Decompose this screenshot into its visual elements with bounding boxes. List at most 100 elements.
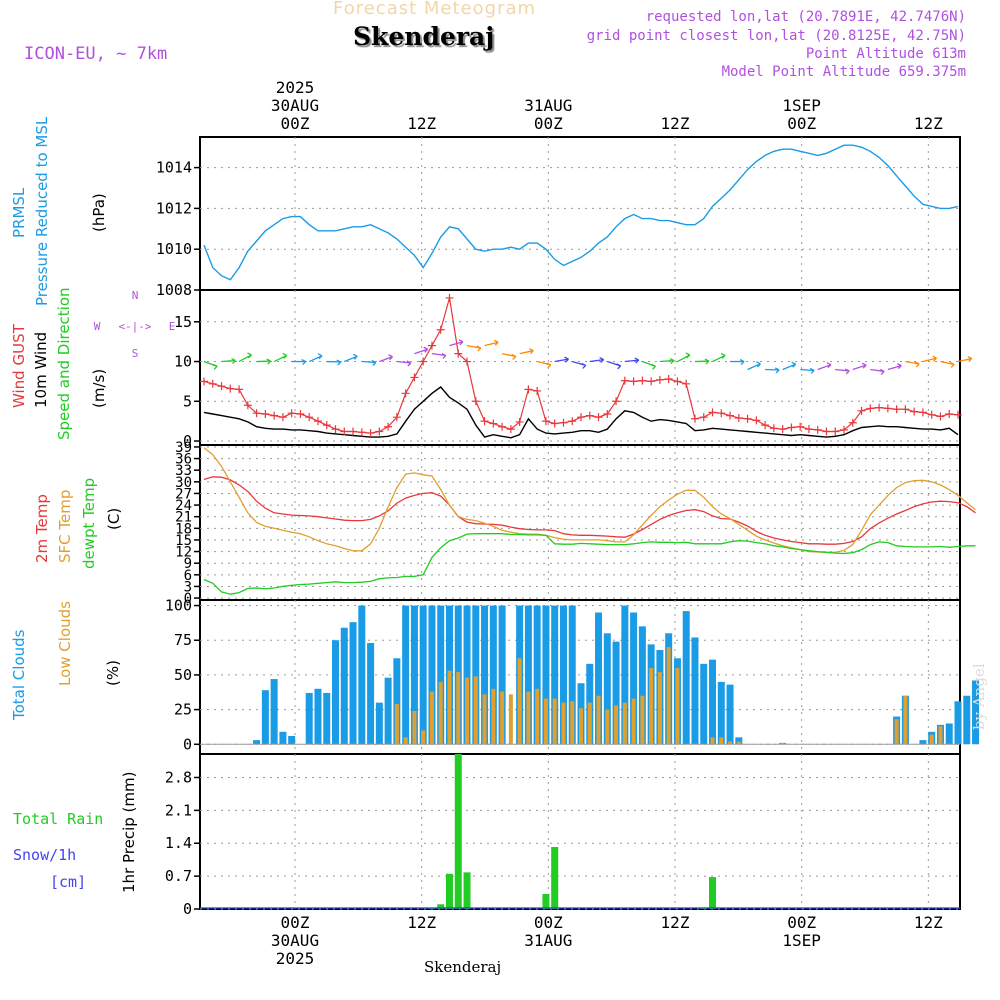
wind-arrow xyxy=(589,358,604,363)
rain-bar xyxy=(445,873,453,909)
pressure-unit: (hPa) xyxy=(90,193,108,232)
y-tick-label: 50 xyxy=(174,666,192,684)
gust-marker xyxy=(585,411,594,420)
wind-arrow xyxy=(782,363,796,371)
rain-bar xyxy=(437,904,445,909)
wind-arrow-head xyxy=(231,357,236,365)
total-cloud-bar xyxy=(428,605,436,745)
gust-marker xyxy=(813,425,822,434)
wind-arrow xyxy=(273,354,288,363)
total-cloud-bar xyxy=(349,622,357,745)
low-cloud-bar xyxy=(412,710,417,745)
model-altitude: Model Point Altitude 659.375m xyxy=(721,64,966,80)
gust-marker xyxy=(208,379,217,388)
wind-arrow-head xyxy=(651,363,656,370)
temp-line-dewpt-temp xyxy=(203,533,976,595)
wind-speed-line xyxy=(203,386,959,439)
total-cloud-bar xyxy=(630,612,638,745)
gust-marker xyxy=(489,419,498,428)
low-cloud-bar xyxy=(929,734,934,745)
wind-arrow-head xyxy=(423,346,429,353)
total-cloud-bar xyxy=(489,605,497,745)
total-cloud-bar xyxy=(472,605,480,745)
gust-marker xyxy=(357,428,366,437)
top-time-label: 1SEP xyxy=(782,96,821,115)
top-time-label: 12Z xyxy=(407,114,436,133)
low-cloud-bar xyxy=(403,737,408,745)
gust-marker xyxy=(761,421,770,430)
y-tick-label: 0 xyxy=(184,591,192,607)
low-cloud-bar xyxy=(728,741,733,745)
gust-marker xyxy=(454,349,463,358)
low-cloud-bar xyxy=(587,702,592,745)
gust-marker xyxy=(822,427,831,436)
total-cloud-bar xyxy=(735,737,743,745)
gust-marker xyxy=(717,409,726,418)
low-cloud-bar xyxy=(666,647,671,745)
low-cloud-bar xyxy=(508,694,513,745)
y-tick-label: 9 xyxy=(184,556,192,572)
y-tick-label: 21 xyxy=(175,510,192,526)
y-tick-label: 18 xyxy=(175,521,192,537)
total-cloud-bar xyxy=(717,681,725,745)
gust-marker xyxy=(568,417,577,426)
gust-marker xyxy=(313,417,322,426)
total-cloud-bar xyxy=(288,735,296,745)
y-tick-label: 3 xyxy=(184,579,192,595)
wind-arrow-head xyxy=(616,363,622,370)
pressure-line xyxy=(203,144,959,281)
wind-arrow-head xyxy=(914,361,920,368)
wind-arrow xyxy=(905,360,920,365)
low-cloud-bar xyxy=(517,658,522,745)
gust-marker xyxy=(577,413,585,422)
gust-marker xyxy=(278,413,287,422)
bottom-time-label: 12Z xyxy=(914,913,943,932)
panel-frame xyxy=(199,136,961,291)
gust-marker xyxy=(419,357,428,366)
wind-dir-label: Speed and Direction xyxy=(55,287,73,440)
total-cloud-bar xyxy=(524,605,532,745)
temp2m-label: 2m Temp xyxy=(33,494,51,563)
total-cloud-bar xyxy=(253,740,261,745)
gust-marker xyxy=(524,385,533,394)
gust-marker xyxy=(918,408,927,417)
top-time-label: 12Z xyxy=(661,114,690,133)
y-tick-label: 25 xyxy=(174,701,192,719)
wind-arrow xyxy=(659,359,674,363)
wind-arrow-head xyxy=(756,361,761,368)
low-cloud-bar xyxy=(903,695,908,745)
gust-marker xyxy=(436,325,445,334)
total-cloud-bar xyxy=(551,605,559,745)
total-cloud-bar xyxy=(621,605,629,745)
wind-arrow xyxy=(922,357,937,363)
clouds-unit: (%) xyxy=(104,660,122,686)
gust-marker xyxy=(410,373,419,382)
wind-arrow-head xyxy=(247,352,252,359)
total-cloud-bar xyxy=(533,605,541,745)
total-cloud-bar xyxy=(691,637,699,745)
total-cloud-bar xyxy=(945,723,953,745)
wind-arrow-head xyxy=(301,358,307,365)
low-cloud-bar xyxy=(561,702,566,745)
watermark: by Angel xyxy=(970,663,988,730)
gust-marker xyxy=(840,425,849,434)
gust-marker xyxy=(252,409,261,418)
compass-letter: W xyxy=(94,320,101,333)
gust-marker xyxy=(541,417,550,426)
gust-marker xyxy=(463,357,472,366)
gust-marker xyxy=(778,425,787,434)
y-tick-label: 1012 xyxy=(156,199,192,217)
total-cloud-bar xyxy=(340,627,348,745)
footer-location: Skenderaj xyxy=(424,958,502,976)
y-tick-label: 36 xyxy=(175,452,192,468)
gust-marker xyxy=(270,411,279,420)
wind-arrow-head xyxy=(406,360,412,367)
wind-arrow-head xyxy=(371,359,377,366)
gust-marker xyxy=(200,377,208,386)
wind-arrow xyxy=(519,350,534,355)
wind-arrow xyxy=(870,368,885,373)
low-cloud-bar xyxy=(719,737,724,745)
point-altitude: Point Altitude 613m xyxy=(805,46,966,62)
wind-arrow-head xyxy=(476,345,482,352)
gust-marker xyxy=(726,411,735,420)
